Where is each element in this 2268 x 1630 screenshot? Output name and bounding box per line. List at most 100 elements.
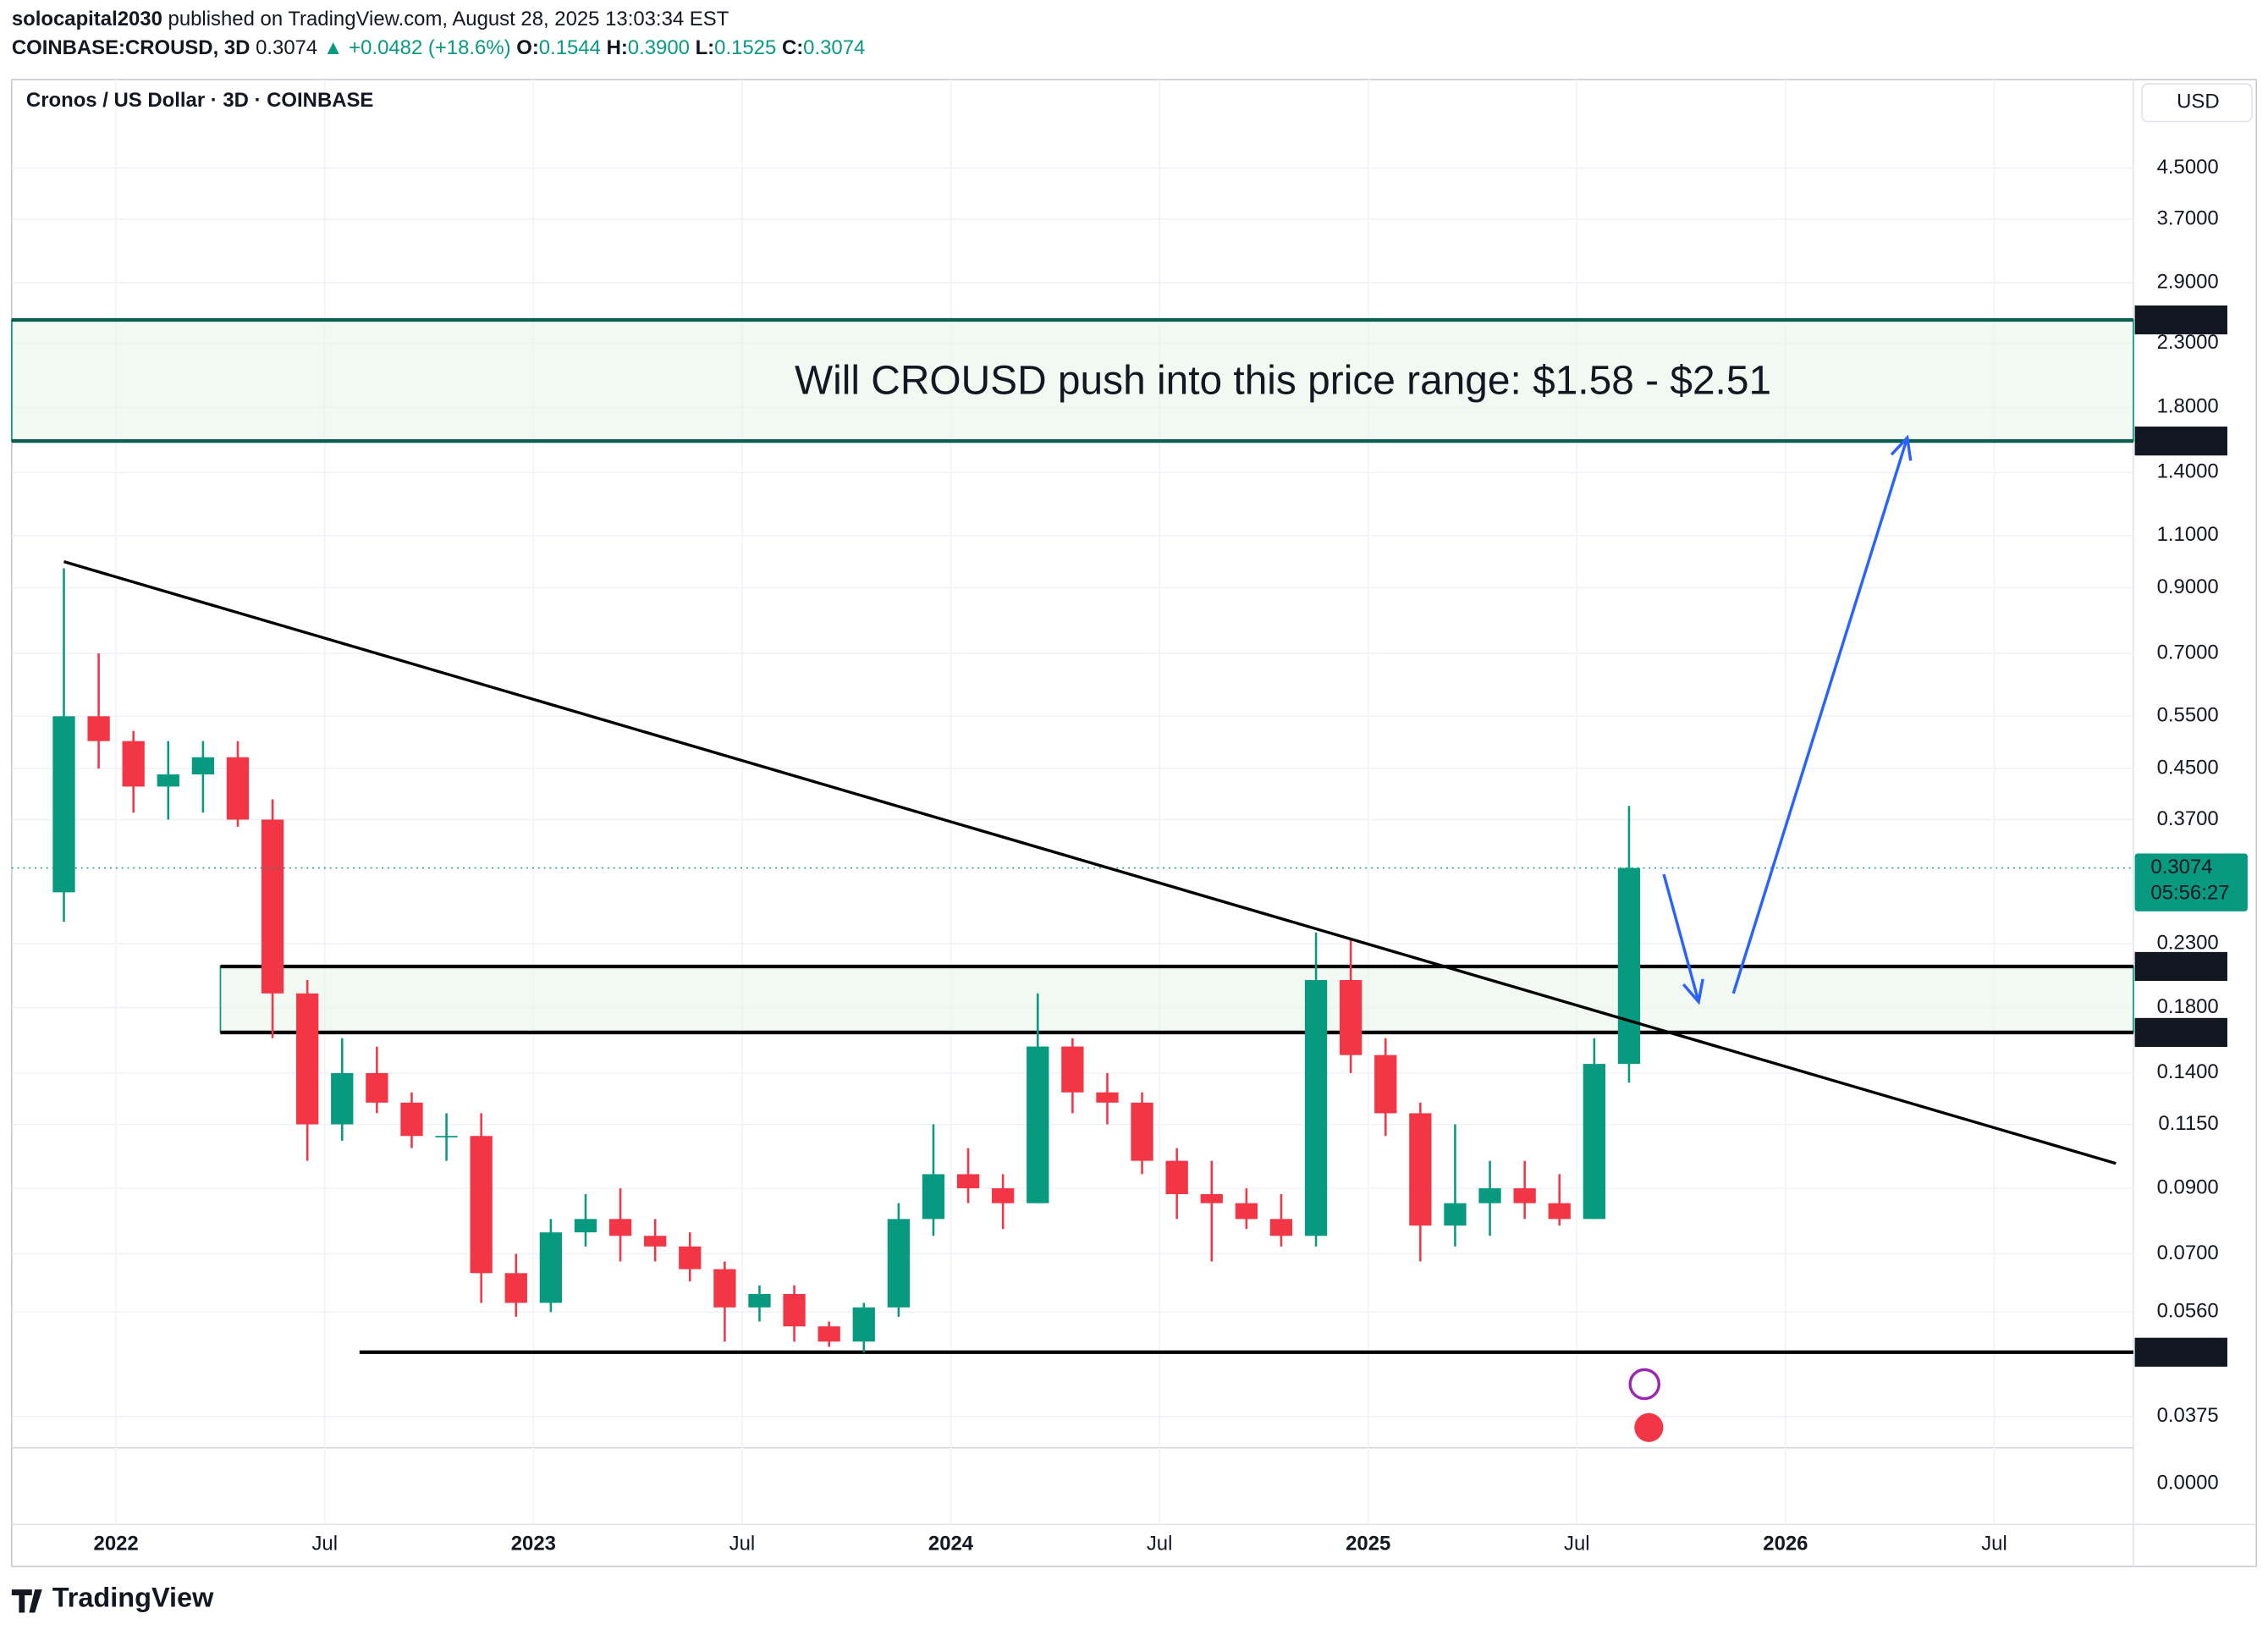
candle-body bbox=[1304, 980, 1328, 1236]
price-label: 0.1636 bbox=[2160, 1020, 2221, 1043]
price-label-box bbox=[2134, 427, 2227, 456]
candle-body bbox=[435, 1136, 458, 1137]
candle-body bbox=[1096, 1092, 1119, 1103]
x-tick-label: 2025 bbox=[1346, 1532, 1390, 1555]
candle-body bbox=[191, 757, 215, 775]
zone bbox=[10, 319, 2134, 442]
candle-body bbox=[1617, 867, 1641, 1065]
brand-logo bbox=[11, 1589, 42, 1613]
price-label-box bbox=[2134, 951, 2227, 982]
candle-body bbox=[331, 1072, 354, 1125]
ohlc-value: 0.3074 bbox=[803, 36, 865, 59]
chart-title: Cronos / US Dollar · 3D · COINBASE bbox=[26, 89, 373, 112]
candle-body bbox=[1131, 1102, 1153, 1161]
chart-frame bbox=[10, 79, 2258, 1567]
published: published on TradingView.com, August 28,… bbox=[168, 8, 729, 30]
candle-body bbox=[1061, 1046, 1084, 1093]
candle-body bbox=[1235, 1203, 1258, 1220]
y-tick-label: 0.1800 bbox=[2157, 995, 2219, 1018]
candle-body bbox=[1027, 1046, 1049, 1203]
y-tick-label: 0.1150 bbox=[2158, 1112, 2218, 1135]
zone bbox=[219, 966, 2134, 1033]
y-tick-label: 0.0000 bbox=[2157, 1472, 2219, 1495]
x-tick-label: 2026 bbox=[1763, 1532, 1808, 1555]
candle-body bbox=[539, 1232, 563, 1303]
symbol: COINBASE:CROUSD, 3D bbox=[12, 36, 250, 59]
x-tick-label: Jul bbox=[311, 1532, 338, 1555]
y-tick-label: 1.1000 bbox=[2157, 523, 2219, 546]
x-tick-label: Jul bbox=[729, 1532, 756, 1555]
last: 0.3074 bbox=[256, 36, 317, 59]
axes: 4.5000 3.7000 2.9000 2.3000 1.8000 1.4000 1.10… bbox=[94, 156, 2248, 1555]
trendline bbox=[63, 560, 2117, 1165]
arrow-head bbox=[1682, 978, 1704, 1005]
candle-body bbox=[1513, 1188, 1536, 1203]
candle-body bbox=[504, 1273, 527, 1303]
brand: TradingView bbox=[52, 1583, 214, 1613]
currency-box[interactable] bbox=[2141, 83, 2253, 123]
event-icon[interactable] bbox=[1634, 1412, 1664, 1442]
y-tick-label: 0.4500 bbox=[2157, 756, 2219, 779]
candle-body bbox=[1165, 1160, 1188, 1194]
price-label-box bbox=[2134, 305, 2227, 335]
y-tick-label: 0.0560 bbox=[2157, 1300, 2219, 1323]
author: solocapital2030 bbox=[12, 8, 162, 30]
change: ▲ +0.0482 (+18.6%) bbox=[323, 36, 511, 59]
ohlc-label: O: bbox=[516, 36, 539, 59]
countdown: 05:56:27 bbox=[2150, 882, 2229, 905]
price-label: 1.5802 bbox=[2160, 428, 2221, 451]
candle-body bbox=[1200, 1193, 1223, 1203]
candle-body bbox=[122, 741, 145, 787]
y-tick-label: 0.0700 bbox=[2157, 1242, 2219, 1264]
header-line: solocapital2030 published on TradingView… bbox=[12, 8, 729, 30]
ohlc-label: H: bbox=[607, 36, 628, 59]
candle-body bbox=[157, 774, 179, 787]
candle-body bbox=[922, 1174, 945, 1220]
price-label: 0.2107 bbox=[2160, 954, 2221, 977]
x-tick-label: 2023 bbox=[511, 1532, 556, 1555]
symbol-line: COINBASE:CROUSD, 3D 0.3074 ▲ +0.0482 (+1… bbox=[12, 36, 865, 59]
y-tick-label: 4.5000 bbox=[2157, 156, 2219, 179]
ohlc-label: C: bbox=[782, 36, 803, 59]
x-tick-label: Jul bbox=[1147, 1532, 1173, 1555]
candle-body bbox=[1374, 1055, 1397, 1114]
y-tick-label: 1.4000 bbox=[2157, 460, 2219, 483]
candle-body bbox=[400, 1102, 423, 1137]
currency[interactable]: USD bbox=[2177, 91, 2219, 113]
last-price-label: 0.3074 bbox=[2150, 856, 2212, 878]
price-label: 0.0480 bbox=[2160, 1340, 2221, 1363]
y-tick-label: 0.2300 bbox=[2157, 931, 2219, 954]
candle-body bbox=[296, 993, 319, 1125]
ohlc-value: 0.1525 bbox=[714, 36, 776, 59]
x-tick-label: Jul bbox=[1564, 1532, 1590, 1555]
event-icon[interactable] bbox=[1628, 1368, 1661, 1401]
candle-body bbox=[644, 1236, 667, 1247]
candle-body bbox=[52, 716, 75, 893]
projection-arrow bbox=[1662, 873, 1700, 1003]
candle-body bbox=[748, 1294, 771, 1308]
candle-body bbox=[1583, 1064, 1606, 1220]
candle-body bbox=[956, 1174, 980, 1189]
arrow-head bbox=[1890, 434, 1913, 461]
y-tick-label: 2.3000 bbox=[2157, 331, 2219, 354]
ohlc-value: 0.1544 bbox=[539, 36, 601, 59]
price-label-box bbox=[2134, 1017, 2227, 1048]
candle-body bbox=[366, 1072, 388, 1103]
candle-body bbox=[1548, 1203, 1571, 1220]
candle-body bbox=[226, 757, 250, 820]
candle-body bbox=[608, 1219, 632, 1236]
candle-body bbox=[1444, 1203, 1467, 1226]
x-tick-label: 2022 bbox=[94, 1532, 139, 1555]
ohlc-value: 0.3900 bbox=[628, 36, 690, 59]
price-label-box bbox=[2134, 1337, 2227, 1367]
candle-body bbox=[817, 1326, 840, 1342]
candle-body bbox=[783, 1294, 806, 1327]
y-tick-label: 0.1400 bbox=[2157, 1060, 2219, 1083]
zones bbox=[10, 317, 2134, 1354]
ohlc-label: L: bbox=[696, 36, 715, 59]
candle-body bbox=[992, 1188, 1015, 1203]
y-tick-label: 3.7000 bbox=[2157, 207, 2219, 229]
candle-body bbox=[887, 1219, 911, 1308]
